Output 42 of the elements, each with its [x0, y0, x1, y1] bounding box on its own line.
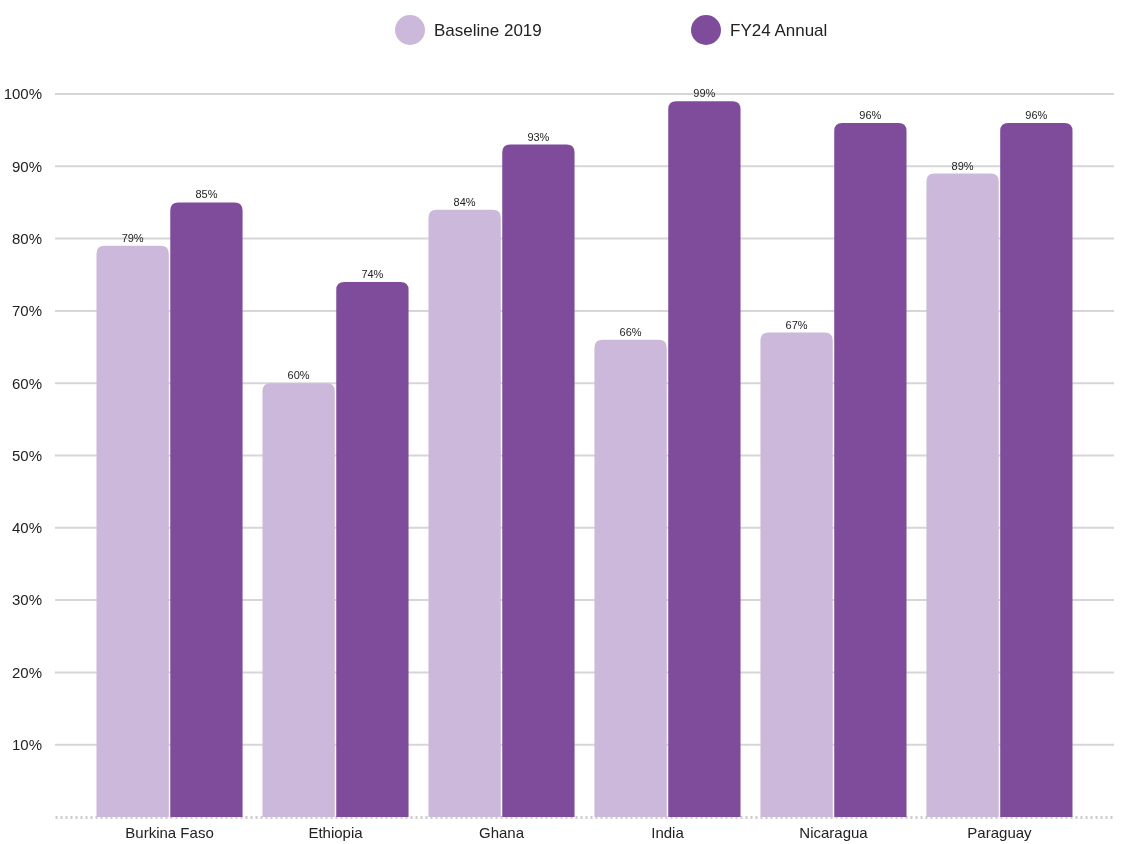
bar	[502, 144, 575, 817]
bar	[594, 339, 667, 817]
data-label: 66%	[619, 325, 642, 338]
y-tick-label: 10%	[11, 736, 42, 753]
bar	[428, 209, 501, 817]
bar	[96, 245, 169, 817]
data-label: 67%	[785, 318, 808, 331]
bar	[760, 332, 833, 817]
bar	[262, 383, 335, 817]
x-tick-label: Burkina Faso	[125, 824, 214, 841]
data-label: 85%	[195, 188, 218, 201]
data-label: 79%	[121, 231, 144, 244]
y-tick-label: 60%	[11, 374, 42, 392]
data-label: 60%	[287, 369, 310, 382]
data-label: 96%	[859, 108, 882, 121]
y-tick-label: 30%	[11, 591, 42, 609]
x-tick-label: India	[651, 824, 685, 841]
x-tick-label: Nicaragua	[799, 824, 869, 841]
y-tick-label: 50%	[11, 446, 42, 464]
data-label: 84%	[453, 195, 476, 208]
x-tick-label: Ghana	[478, 824, 525, 841]
bar	[170, 202, 243, 817]
bar	[1000, 122, 1073, 817]
data-label: 74%	[361, 267, 384, 280]
y-tick-label: 70%	[11, 302, 42, 320]
bar	[926, 173, 999, 817]
data-label: 89%	[951, 159, 974, 172]
legend-label: Baseline 2019	[434, 21, 542, 40]
legend-label: FY24 Annual	[730, 21, 828, 40]
bar	[336, 281, 409, 817]
x-tick-label: Paraguay	[967, 824, 1033, 841]
data-label: 93%	[527, 130, 550, 143]
data-label: 96%	[1025, 108, 1048, 121]
y-tick-label: 20%	[11, 663, 42, 681]
y-tick-label: 40%	[11, 519, 42, 537]
bar	[668, 101, 741, 817]
x-tick-label: Ethiopia	[308, 824, 364, 841]
data-label: 99%	[693, 87, 716, 100]
y-tick-label: 80%	[11, 229, 42, 247]
y-tick-label: 90%	[11, 157, 42, 175]
y-tick-label: 100%	[3, 85, 42, 103]
bar	[834, 122, 907, 817]
